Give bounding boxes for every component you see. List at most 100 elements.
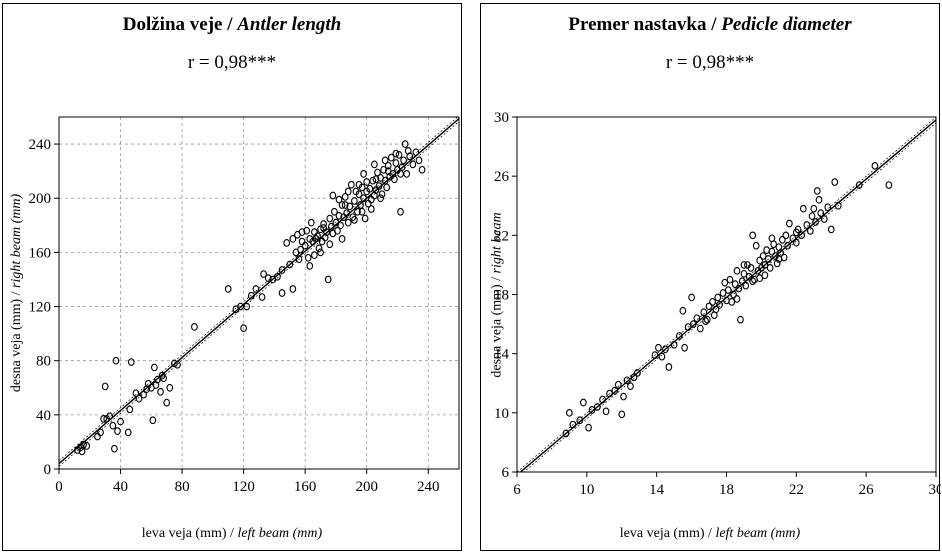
data-point [740,261,748,269]
data-point [747,264,755,272]
data-point [709,298,716,306]
data-point [311,251,318,259]
data-point [306,262,314,270]
data-point [562,429,570,438]
data-point [773,259,781,268]
data-point [286,260,294,269]
data-point [766,264,774,272]
data-point [756,274,764,283]
data-point [341,193,349,201]
data-point [765,255,772,263]
x-tick-label: 6 [513,482,521,498]
data-point [768,234,776,243]
data-point [381,156,389,165]
chart-title: Premer nastavka / Pedicle diameter [568,14,852,35]
data-point [338,201,346,209]
data-point [174,360,181,369]
data-point [247,291,255,300]
data-point [602,407,610,416]
data-point [372,175,380,184]
data-point [171,359,178,368]
x-tick-label: 120 [232,479,255,495]
data-point [412,148,420,157]
data-point [397,207,404,216]
correlation-annotation: r = 0,98*** [187,52,277,73]
data-point [321,233,329,242]
data-point [662,345,669,354]
data-point [799,204,807,213]
data-point [375,182,383,190]
data-point [782,231,790,240]
x-tick-label: 0 [55,479,63,495]
data-point [360,194,367,203]
data-point [383,183,391,192]
x-tick-label: 240 [417,479,440,495]
y-tick-label: 240 [29,137,52,153]
y-tick-label: 6 [502,465,510,481]
data-point [871,161,879,170]
data-point [749,277,757,286]
data-point [289,285,297,293]
data-point [395,151,403,159]
data-point [792,228,800,237]
data-point [415,156,423,165]
data-point [391,175,398,184]
y-tick-label: 18 [494,288,509,304]
data-point [380,165,387,174]
data-point [716,301,723,309]
data-point [149,416,157,425]
data-point [369,176,377,185]
data-point [260,270,267,278]
data-point [360,170,367,178]
data-point [576,416,584,425]
data-point [337,221,344,230]
y-tick-label: 30 [494,110,509,126]
data-point [703,315,711,324]
data-point [83,442,91,450]
data-point [824,203,832,212]
x-tick-label: 200 [355,479,378,495]
data-point [705,302,713,311]
data-point [132,389,140,398]
data-point [737,315,744,324]
data-point [367,205,375,213]
data-point [100,415,107,423]
data-point [326,240,334,249]
data-point [803,221,811,229]
data-point [363,178,371,186]
data-point [810,204,818,213]
data-point [885,181,893,189]
data-point [335,211,343,220]
data-point [700,308,708,317]
data-point [243,302,251,311]
data-point [409,160,417,169]
data-point [392,159,400,167]
data-point [384,167,392,176]
scatter-plot-antler-length: 0 40 80 120 160 200 240 0 40 80 120 160 200 240 [29,116,460,495]
chart-title: Dolžina veje / Antler length [122,14,342,35]
data-point [387,153,395,162]
data-point [566,408,573,417]
data-point [331,207,338,216]
data-point [329,191,337,200]
data-point [634,369,641,377]
data-point [789,234,797,243]
data-point [786,219,793,228]
data-point [676,332,683,340]
data-point [808,212,816,220]
data-point [355,190,363,199]
data-point [355,180,363,189]
data-point [264,274,272,282]
data-point [166,383,174,392]
data-point [820,215,828,223]
y-tick-label: 200 [29,191,52,207]
data-point [361,214,369,223]
data-point [392,149,400,158]
data-point [726,275,734,284]
scatter-plot-pedicle-diameter: 6 10 14 18 22 26 30 6 10 14 18 22 26 30 [494,110,941,498]
data-point [80,440,87,449]
data-point [311,228,318,236]
data-point [278,266,286,274]
data-point [812,218,819,226]
data-point [784,241,791,250]
